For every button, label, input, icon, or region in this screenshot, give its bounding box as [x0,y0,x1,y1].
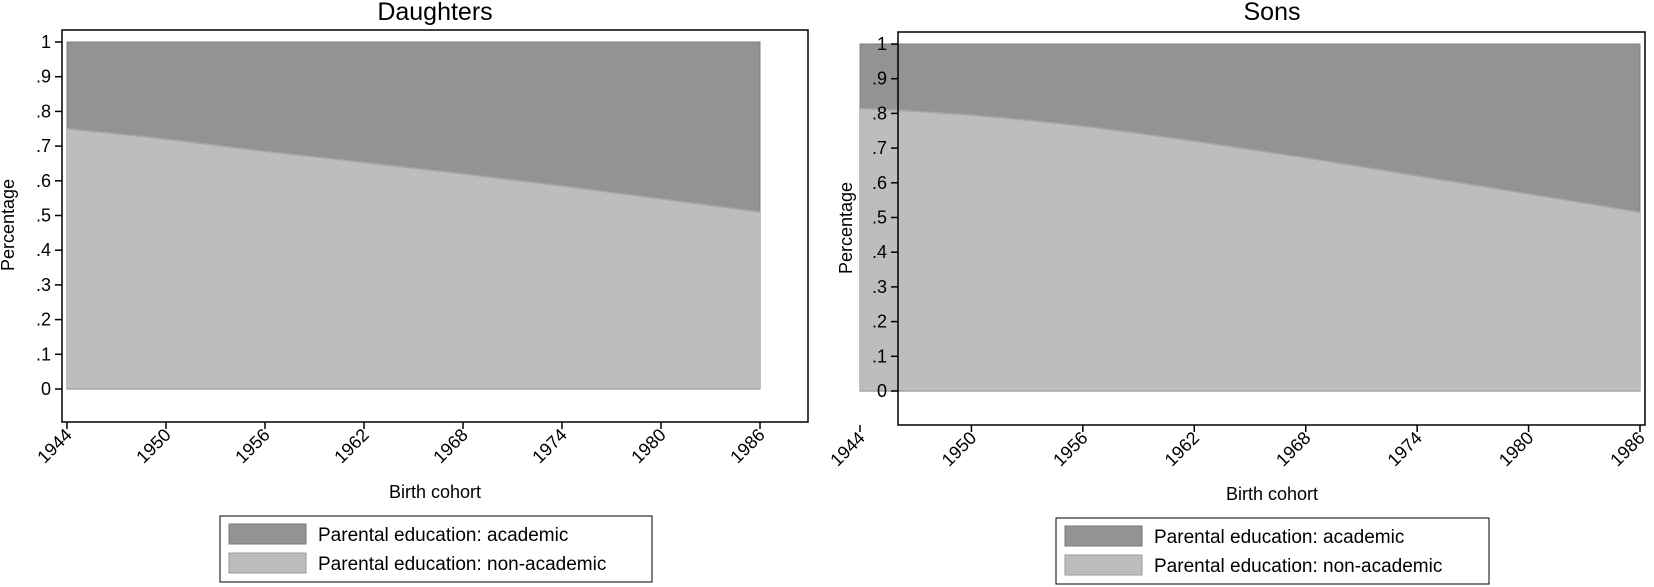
x-tick-label: 1980 [1495,428,1537,470]
x-tick-label: 1950 [938,428,980,470]
legend: Parental education: academic Parental ed… [1055,517,1490,585]
y-tick-label: .1 [36,344,51,364]
y-tick-label: 0 [877,381,887,401]
x-tick-label: 1968 [429,425,471,467]
y-tick-label: .9 [872,69,887,89]
x-tick-label: 1974 [1384,428,1426,470]
x-tick-label: 1980 [627,425,669,467]
y-tick-label: .3 [36,275,51,295]
x-tick-label: 1986 [1606,428,1648,470]
x-axis: 1944 1950 1956 1962 1968 1974 1980 1986 [33,422,769,467]
x-tick-label: 1944 [826,428,868,470]
x-tick-label: 1956 [231,425,273,467]
y-tick-label: .2 [872,312,887,332]
y-axis: 0 .1 .2 .3 .4 .5 .6 .7 .8 .9 1 [36,32,62,399]
legend-label-non-academic: Parental education: non-academic [1154,556,1442,577]
x-tick-label: 1950 [132,425,174,467]
legend-swatch-academic [1064,525,1143,547]
panel-daughters: Daughters Percentage Birth cohort 0 .1 .2.… [0,0,809,583]
y-axis-label: Percentage [836,182,856,274]
legend-label-academic: Parental education: academic [318,525,568,546]
y-tick-label: .9 [36,67,51,87]
y-tick-label: .5 [872,208,887,228]
x-tick-label: 1962 [1161,428,1203,470]
plot-frame [897,31,1646,426]
legend-label-academic: Parental education: academic [1154,527,1404,548]
y-tick-label: 1 [877,34,887,54]
y-axis-label: Percentage [0,179,18,271]
area-non-academic [67,128,760,389]
x-tick-label: 1968 [1272,428,1314,470]
x-axis: 1944 1950 1956 1962 1968 1974 1980 1986 [826,425,1649,470]
y-tick-label: .8 [872,103,887,123]
x-tick-label: 1956 [1049,428,1091,470]
y-tick-label: 0 [41,379,51,399]
legend-swatch-academic [228,523,307,545]
y-tick-label: .8 [36,101,51,121]
y-tick-label: .1 [872,346,887,366]
plot-frame [61,29,809,423]
x-axis-label: Birth cohort [1226,484,1318,504]
y-tick-label: .6 [872,173,887,193]
area-boundary-line [859,107,1641,214]
area-layer [859,43,1641,392]
y-tick-label: .7 [872,138,887,158]
legend-swatch-non-academic [228,552,307,574]
area-boundary-line [66,128,761,213]
x-tick-label: 1974 [528,425,570,467]
chart-title: Sons [1244,0,1301,26]
area-non-academic [860,108,1640,391]
chart-title: Daughters [377,0,492,26]
y-tick-label: 1 [41,32,51,52]
y-tick-label: .6 [36,171,51,191]
y-axis: 0 .1 .2 .3 .4 .5 .6 .7 .8 .9 1 [872,34,898,401]
y-tick-label: .4 [872,242,887,262]
y-tick-label: .3 [872,277,887,297]
legend: Parental education: academic Parental ed… [219,515,653,583]
x-tick-label: 1986 [726,425,768,467]
y-tick-label: .7 [36,136,51,156]
y-tick-label: .2 [36,310,51,330]
legend-swatch-non-academic [1064,554,1143,576]
panel-sons: Sons Percentage Birth cohort 0 .1 .2 .3 .4 .5… [826,0,1649,585]
legend-label-non-academic: Parental education: non-academic [318,554,606,575]
y-tick-label: .4 [36,240,51,260]
x-tick-label: 1962 [330,425,372,467]
x-axis-label: Birth cohort [389,482,481,502]
area-layer [66,41,761,390]
y-tick-label: .5 [36,206,51,226]
x-tick-label: 1944 [33,425,75,467]
